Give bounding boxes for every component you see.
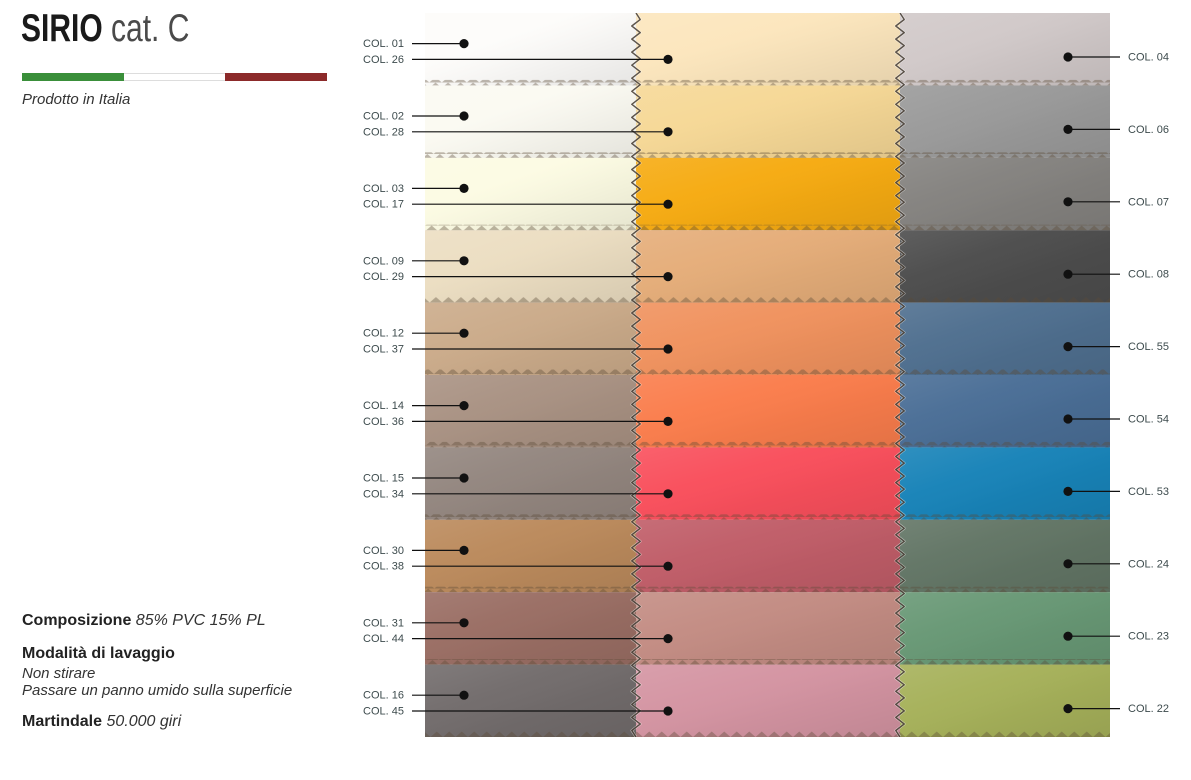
svg-text:COL. 55: COL. 55 xyxy=(1128,341,1169,353)
svg-text:COL. 01: COL. 01 xyxy=(363,38,404,50)
svg-text:COL. 24: COL. 24 xyxy=(1128,558,1169,570)
svg-text:COL. 28: COL. 28 xyxy=(363,126,404,138)
svg-text:COL. 37: COL. 37 xyxy=(363,344,404,356)
svg-text:COL. 54: COL. 54 xyxy=(1128,414,1169,426)
svg-text:COL. 12: COL. 12 xyxy=(363,328,404,340)
svg-text:COL. 16: COL. 16 xyxy=(363,690,404,702)
svg-text:COL. 53: COL. 53 xyxy=(1128,486,1169,498)
svg-text:COL. 09: COL. 09 xyxy=(363,255,404,267)
svg-text:COL. 31: COL. 31 xyxy=(363,617,404,629)
svg-text:COL. 45: COL. 45 xyxy=(363,706,404,718)
svg-text:COL. 08: COL. 08 xyxy=(1128,269,1169,281)
svg-text:COL. 30: COL. 30 xyxy=(363,545,404,557)
svg-text:COL. 03: COL. 03 xyxy=(363,183,404,195)
svg-text:COL. 38: COL. 38 xyxy=(363,561,404,573)
svg-text:COL. 17: COL. 17 xyxy=(363,199,404,211)
svg-text:COL. 04: COL. 04 xyxy=(1128,52,1169,64)
svg-text:COL. 15: COL. 15 xyxy=(363,473,404,485)
svg-text:COL. 07: COL. 07 xyxy=(1128,196,1169,208)
svg-text:COL. 34: COL. 34 xyxy=(363,488,404,500)
svg-text:COL. 36: COL. 36 xyxy=(363,416,404,428)
svg-text:COL. 06: COL. 06 xyxy=(1128,124,1169,136)
svg-text:COL. 14: COL. 14 xyxy=(363,400,404,412)
svg-text:COL. 29: COL. 29 xyxy=(363,271,404,283)
svg-text:COL. 23: COL. 23 xyxy=(1128,631,1169,643)
svg-text:COL. 02: COL. 02 xyxy=(363,111,404,123)
svg-text:COL. 44: COL. 44 xyxy=(363,633,404,645)
svg-text:COL. 26: COL. 26 xyxy=(363,54,404,66)
svg-text:COL. 22: COL. 22 xyxy=(1128,703,1169,715)
